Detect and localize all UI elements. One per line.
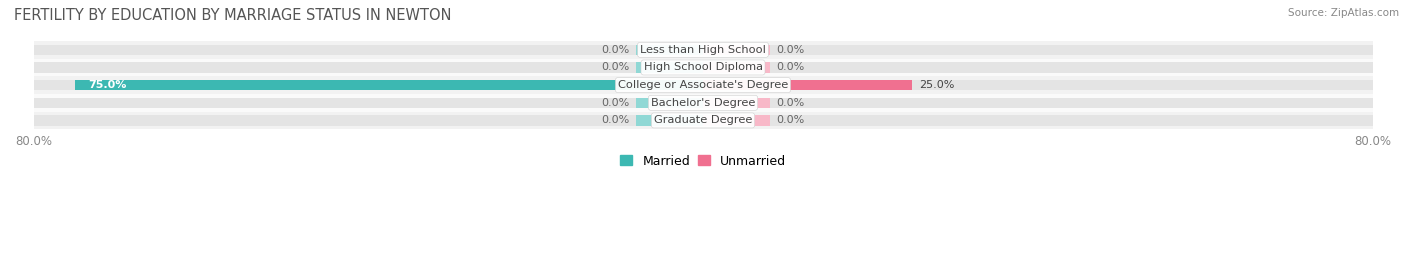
Bar — [703, 80, 912, 90]
Text: 0.0%: 0.0% — [602, 115, 630, 125]
Bar — [34, 115, 703, 126]
Bar — [34, 41, 1372, 59]
Text: 0.0%: 0.0% — [776, 62, 804, 72]
Bar — [703, 45, 1372, 55]
Bar — [76, 80, 703, 90]
Text: FERTILITY BY EDUCATION BY MARRIAGE STATUS IN NEWTON: FERTILITY BY EDUCATION BY MARRIAGE STATU… — [14, 8, 451, 23]
Text: 0.0%: 0.0% — [776, 45, 804, 55]
Bar — [703, 62, 770, 73]
Bar — [34, 98, 703, 108]
Bar — [703, 115, 770, 126]
Bar — [34, 59, 1372, 76]
Text: Bachelor's Degree: Bachelor's Degree — [651, 98, 755, 108]
Bar — [34, 62, 703, 73]
Legend: Married, Unmarried: Married, Unmarried — [614, 150, 792, 172]
Text: 0.0%: 0.0% — [602, 45, 630, 55]
Bar — [703, 45, 770, 55]
Bar — [34, 94, 1372, 112]
Bar — [703, 98, 770, 108]
Bar — [703, 115, 1372, 126]
Text: 25.0%: 25.0% — [920, 80, 955, 90]
Text: 0.0%: 0.0% — [776, 98, 804, 108]
Bar — [34, 80, 703, 90]
Bar — [34, 76, 1372, 94]
Text: College or Associate's Degree: College or Associate's Degree — [617, 80, 789, 90]
Text: Less than High School: Less than High School — [640, 45, 766, 55]
Text: High School Diploma: High School Diploma — [644, 62, 762, 72]
Text: 0.0%: 0.0% — [602, 62, 630, 72]
Text: Source: ZipAtlas.com: Source: ZipAtlas.com — [1288, 8, 1399, 18]
Bar — [34, 45, 703, 55]
Bar — [703, 98, 1372, 108]
Text: 0.0%: 0.0% — [602, 98, 630, 108]
Bar — [703, 62, 1372, 73]
Text: Graduate Degree: Graduate Degree — [654, 115, 752, 125]
Bar — [636, 62, 703, 73]
Text: 75.0%: 75.0% — [89, 80, 127, 90]
Bar — [636, 98, 703, 108]
Bar — [34, 112, 1372, 129]
Bar — [703, 80, 1372, 90]
Text: 0.0%: 0.0% — [776, 115, 804, 125]
Bar — [636, 45, 703, 55]
Bar — [636, 115, 703, 126]
